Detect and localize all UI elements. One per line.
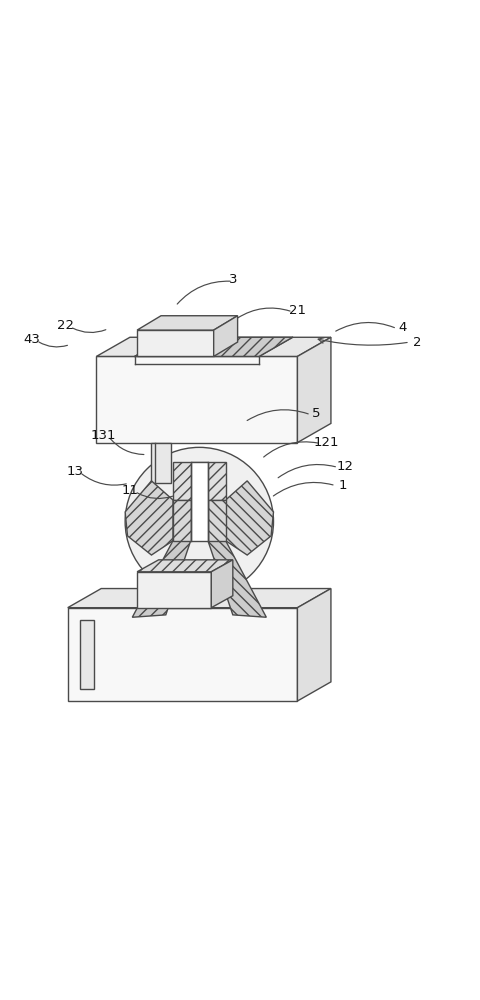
Polygon shape (68, 589, 331, 608)
Bar (152, 443, 170, 483)
Text: 3: 3 (228, 273, 237, 286)
Text: 5: 5 (312, 407, 321, 420)
Polygon shape (132, 541, 191, 617)
Circle shape (125, 447, 274, 596)
Text: 12: 12 (337, 460, 354, 473)
Polygon shape (135, 337, 293, 356)
Bar (68, 608, 298, 701)
Text: 2: 2 (413, 336, 421, 349)
Polygon shape (208, 500, 226, 541)
Polygon shape (173, 500, 191, 541)
Polygon shape (137, 560, 233, 572)
Polygon shape (137, 316, 238, 330)
Text: 21: 21 (289, 304, 306, 317)
Text: 4: 4 (398, 321, 407, 334)
Polygon shape (208, 541, 266, 617)
Polygon shape (125, 481, 173, 555)
Bar (80, 620, 94, 689)
Bar (191, 462, 208, 541)
Bar (137, 572, 211, 608)
Text: 1: 1 (339, 479, 347, 492)
Text: 11: 11 (121, 484, 138, 497)
Polygon shape (298, 337, 331, 443)
Text: 22: 22 (57, 319, 74, 332)
Text: 121: 121 (313, 436, 339, 449)
Text: 13: 13 (66, 465, 84, 478)
Polygon shape (214, 316, 238, 356)
Polygon shape (226, 481, 274, 555)
Bar (137, 330, 214, 356)
Polygon shape (96, 337, 331, 356)
Bar (96, 356, 298, 443)
Polygon shape (173, 462, 226, 500)
Polygon shape (298, 589, 331, 701)
Polygon shape (211, 560, 233, 608)
Text: 131: 131 (91, 429, 116, 442)
Text: 43: 43 (24, 333, 40, 346)
